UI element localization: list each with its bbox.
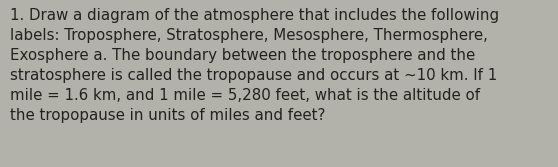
Text: 1. Draw a diagram of the atmosphere that includes the following
labels: Troposph: 1. Draw a diagram of the atmosphere that… [10, 8, 499, 123]
